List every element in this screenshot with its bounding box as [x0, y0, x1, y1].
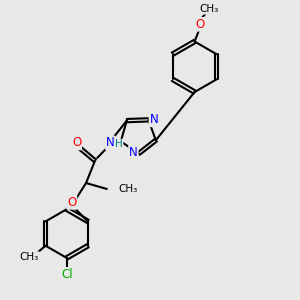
Text: Cl: Cl [61, 268, 73, 281]
Text: N: N [129, 146, 138, 159]
Text: N: N [149, 113, 158, 126]
Text: H: H [115, 140, 123, 149]
Text: CH₃: CH₃ [20, 252, 39, 262]
Text: O: O [195, 18, 205, 31]
Text: N: N [106, 136, 115, 149]
Text: O: O [72, 136, 81, 149]
Text: CH₃: CH₃ [118, 184, 137, 194]
Text: O: O [67, 196, 76, 209]
Text: S: S [112, 139, 119, 152]
Text: CH₃: CH₃ [200, 4, 219, 14]
